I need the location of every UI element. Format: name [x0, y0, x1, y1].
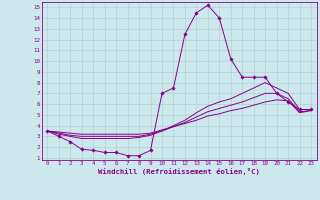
- X-axis label: Windchill (Refroidissement éolien,°C): Windchill (Refroidissement éolien,°C): [98, 168, 260, 175]
